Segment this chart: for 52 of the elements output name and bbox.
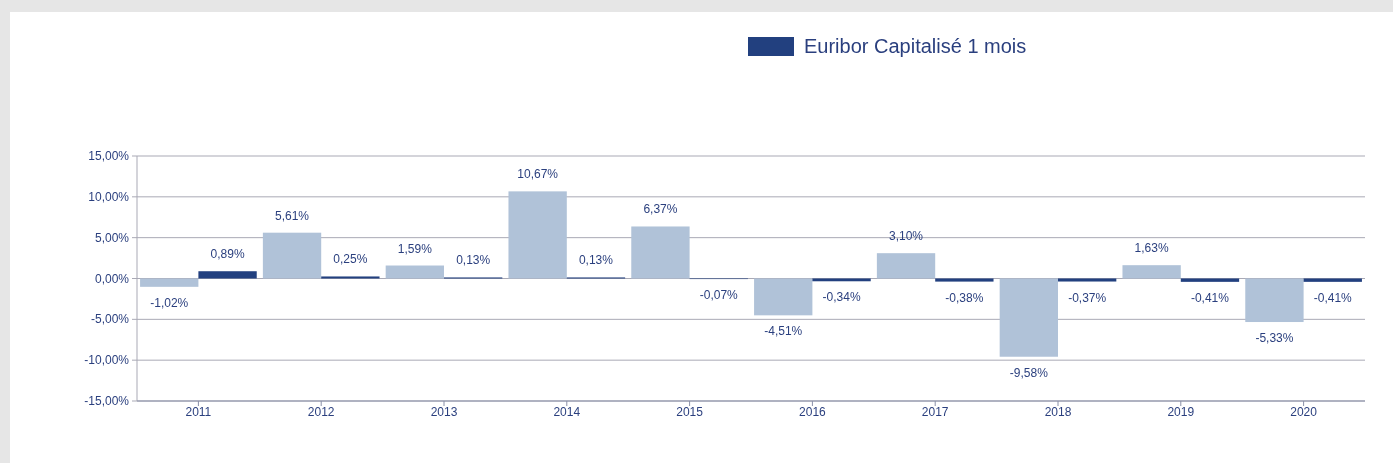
bar xyxy=(1245,278,1304,323)
bar xyxy=(385,265,444,279)
bar xyxy=(754,278,813,316)
y-tick-label: 10,00% xyxy=(88,189,130,204)
x-tick-label: 2018 xyxy=(1044,405,1072,419)
x-tick-label: 2013 xyxy=(430,405,458,419)
x-tick-label: 2019 xyxy=(1167,405,1195,419)
data-label: 10,67% xyxy=(517,167,559,182)
data-label: 1,63% xyxy=(1134,241,1169,256)
data-label: -0,41% xyxy=(1190,290,1230,305)
bar xyxy=(1058,278,1117,282)
bar xyxy=(508,191,567,279)
x-tick-label: 2012 xyxy=(307,405,335,419)
y-tick-label: -10,00% xyxy=(84,353,130,368)
y-tick-label: -15,00% xyxy=(84,394,130,408)
bar xyxy=(999,278,1058,357)
x-tick-label: 2016 xyxy=(799,405,827,419)
x-tick-label: 2020 xyxy=(1290,405,1318,419)
data-label: 0,25% xyxy=(333,252,368,267)
data-label: 0,13% xyxy=(578,253,614,268)
data-label: 6,37% xyxy=(643,202,678,217)
x-tick-label: 2014 xyxy=(553,405,581,419)
data-label: 5,61% xyxy=(275,208,310,223)
legend-label: Euribor Capitalisé 1 mois xyxy=(804,35,1027,57)
bar xyxy=(631,226,690,279)
bar xyxy=(198,271,257,279)
bar xyxy=(876,253,936,279)
bar xyxy=(262,232,322,279)
y-tick-label: 15,00% xyxy=(88,149,130,163)
bar xyxy=(935,278,994,282)
y-tick-label: 5,00% xyxy=(94,230,130,245)
data-label: -5,33% xyxy=(1255,331,1294,346)
data-label: 0,13% xyxy=(456,253,491,268)
data-label: 1,59% xyxy=(397,241,433,256)
x-tick-label: 2011 xyxy=(185,405,212,419)
data-label: -1,02% xyxy=(150,295,189,310)
y-tick-label: 0,00% xyxy=(94,271,130,286)
data-label: -0,34% xyxy=(822,290,861,305)
x-tick-label: 2017 xyxy=(921,405,949,419)
y-tick-label: -5,00% xyxy=(90,312,130,327)
bar xyxy=(140,278,199,287)
x-tick-label: 2015 xyxy=(676,405,704,419)
data-label: -0,41% xyxy=(1313,290,1353,305)
data-label: 3,10% xyxy=(889,229,924,244)
data-label: -0,37% xyxy=(1068,290,1107,305)
data-label: -0,38% xyxy=(945,290,984,305)
data-label: -0,07% xyxy=(699,288,739,303)
data-label: 0,89% xyxy=(210,247,245,262)
bar xyxy=(321,276,380,279)
bar xyxy=(1122,265,1181,279)
data-label: -9,58% xyxy=(1009,365,1049,380)
data-label: -4,51% xyxy=(764,324,803,339)
